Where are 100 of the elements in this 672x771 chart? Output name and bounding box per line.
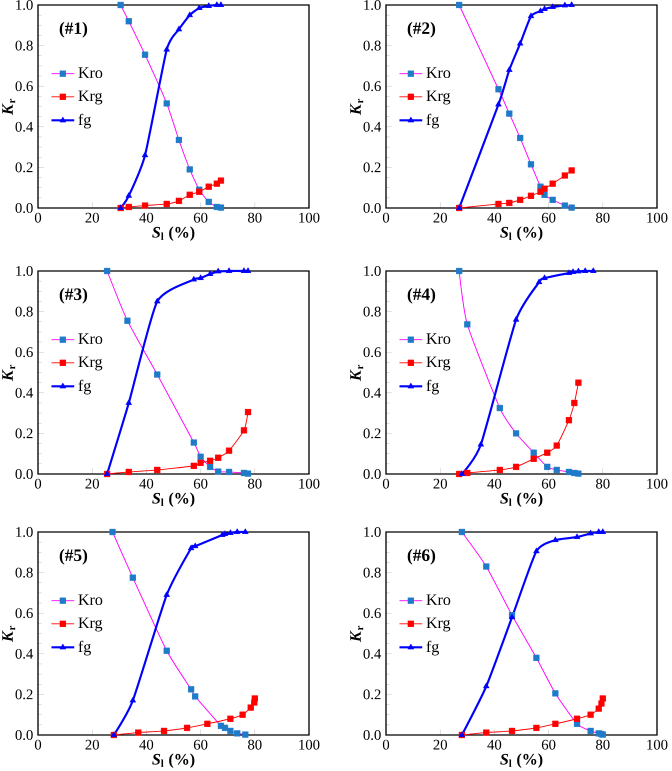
x-axis-title: S$_{l}$ (%) [152,226,194,241]
x-tick-label: 20 [86,740,99,750]
x-tick-label: 40 [139,478,154,489]
x-tick-label: 60 [194,740,208,750]
x-tick-label: 80 [248,740,262,750]
x-tick-label: 100 [299,478,320,489]
y-tick-label: 0.6 [16,608,33,618]
legend-label: Kro [78,67,102,78]
annotation: (#1) [60,22,88,38]
x-tick-label: 60 [542,478,556,489]
x-tick-label: 40 [487,212,502,223]
x-tick-label: 0 [34,478,42,489]
y-tick-label: 0.0 [16,730,33,740]
x-tick-label: 20 [86,478,99,489]
legend-label: Krg [426,90,450,105]
y-axis-title: K$_{r}$ [2,626,16,642]
legend-label: Kro [426,333,450,344]
legend-label: Krg [78,356,102,371]
y-axis-title: K$_{r}$ [2,98,16,116]
x-tick-label: 0 [382,740,390,750]
x-tick-label: 100 [299,740,320,750]
legend-label: Kro [426,67,450,78]
legend-label: fg [426,114,439,128]
x-tick-label: 40 [139,212,154,223]
legend-label: Krg [426,356,450,371]
x-tick-label: 20 [434,212,447,223]
legend-label: Kro [426,594,450,606]
y-axis-title: K$_{r}$ [2,364,16,382]
legend-label: fg [78,114,91,128]
y-axis-title: K$_{r}$ [350,98,364,116]
x-axis-title: S$_{l}$ (%) [152,753,194,768]
y-tick-label: 0.0 [364,203,381,213]
legend-label: fg [78,640,91,656]
x-tick-label: 40 [139,740,154,750]
y-tick-label: 0.0 [16,203,33,213]
x-axis-title: S$_{l}$ (%) [500,226,542,241]
y-tick-label: 0.2 [364,689,380,700]
y-tick-label: 0.6 [364,347,381,358]
y-tick-label: 0.4 [16,648,34,659]
annotation: (#4) [408,288,436,304]
annotation: (#2) [408,22,436,38]
y-tick-label: 0.0 [16,469,33,479]
y-tick-label: 0.4 [16,122,34,132]
x-tick-label: 20 [86,212,99,223]
x-tick-label: 40 [487,478,502,489]
legend-label: fg [426,640,439,656]
y-tick-label: 1.0 [16,266,33,276]
y-tick-label: 1.0 [364,266,381,276]
x-tick-label: 100 [299,212,320,223]
x-tick-label: 100 [647,478,668,489]
y-tick-label: 0.8 [364,568,381,578]
y-tick-label: 0.0 [364,469,381,479]
y-tick-label: 0.4 [364,648,382,659]
y-tick-label: 0.0 [364,730,381,740]
y-tick-label: 0.8 [364,306,381,317]
legend-label: Kro [78,594,102,606]
y-tick-label: 0.2 [16,428,32,438]
y-tick-label: 0.2 [16,162,32,172]
legend-label: Krg [426,618,450,632]
y-tick-label: 0.4 [16,388,34,398]
y-tick-label: 1.0 [16,0,33,10]
legend-label: fg [78,380,91,394]
x-tick-label: 80 [248,478,262,489]
y-tick-label: 0.6 [364,81,381,92]
y-axis-title: K$_{r}$ [350,626,364,642]
legend-label: Kro [78,333,102,344]
y-tick-label: 0.2 [364,428,380,438]
y-tick-label: 0.8 [16,568,33,578]
x-axis-title: S$_{l}$ (%) [152,492,194,507]
legend-label: fg [426,380,439,394]
x-tick-label: 20 [434,740,447,750]
x-tick-label: 60 [542,212,556,223]
x-tick-label: 80 [596,212,610,223]
x-tick-label: 0 [382,478,390,489]
y-tick-label: 0.6 [16,81,33,92]
x-tick-label: 60 [194,478,208,489]
y-tick-label: 0.8 [16,40,33,51]
y-tick-label: 0.6 [16,347,33,358]
y-tick-label: 1.0 [364,527,381,537]
x-tick-label: 80 [596,740,610,750]
y-tick-label: 0.8 [364,40,381,51]
y-tick-label: 0.4 [364,122,382,132]
legend-label: Krg [78,90,102,105]
annotation: (#6) [408,548,436,565]
annotation: (#5) [60,548,88,565]
x-tick-label: 60 [194,212,208,223]
x-axis-title: S$_{l}$ (%) [500,492,542,507]
x-tick-label: 80 [248,212,262,223]
x-tick-label: 100 [647,740,668,750]
y-tick-label: 0.8 [16,306,33,317]
annotation: (#3) [60,288,88,304]
y-tick-label: 1.0 [16,527,33,537]
x-tick-label: 0 [34,740,42,750]
x-tick-label: 0 [34,212,42,223]
y-axis-title: K$_{r}$ [350,364,364,382]
x-tick-label: 20 [434,478,447,489]
x-tick-label: 80 [596,478,610,489]
x-tick-label: 100 [647,212,668,223]
y-tick-label: 0.4 [364,388,382,398]
y-tick-label: 0.2 [364,162,380,172]
